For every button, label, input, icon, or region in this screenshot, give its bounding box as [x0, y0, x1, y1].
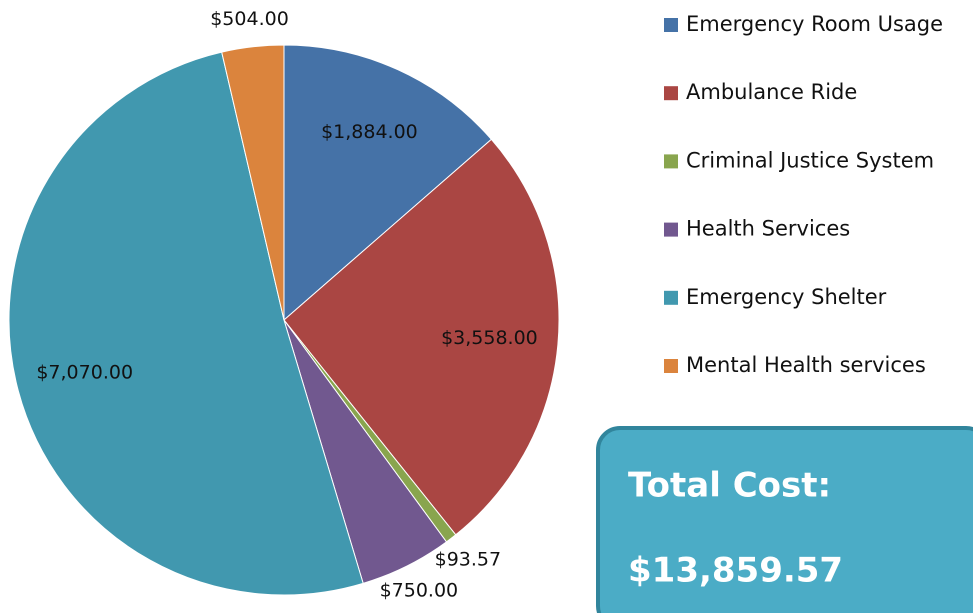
- legend-swatch: [664, 222, 678, 237]
- legend-swatch: [664, 359, 678, 373]
- legend-label: Criminal Justice System: [686, 148, 934, 172]
- legend-swatch: [664, 154, 678, 169]
- pie-slice: [221, 44, 285, 321]
- pie-slice: [283, 138, 560, 536]
- data-label: $504.00: [210, 8, 289, 30]
- legend-swatch: [664, 290, 678, 305]
- data-label: $7,070.00: [36, 362, 133, 384]
- total-box: [596, 426, 973, 613]
- data-label: $3,558.00: [441, 327, 538, 349]
- legend-label: Emergency Shelter: [686, 285, 887, 309]
- legend-label: Mental Health services: [686, 353, 926, 377]
- legend-label: Health Services: [686, 217, 850, 241]
- legend-swatch: [664, 86, 678, 101]
- legend-label: Ambulance Ride: [686, 80, 857, 104]
- total-label: Total Cost:: [628, 466, 831, 506]
- pie-slice: [283, 44, 493, 322]
- legend-swatch: [664, 18, 678, 32]
- legend-label: Emergency Room Usage: [686, 12, 943, 36]
- data-label: $93.57: [435, 549, 501, 571]
- data-label: $750.00: [380, 579, 459, 601]
- pie-slice: [8, 51, 364, 596]
- data-label: $1,884.00: [321, 121, 418, 143]
- total-value: $13,859.57: [628, 551, 843, 591]
